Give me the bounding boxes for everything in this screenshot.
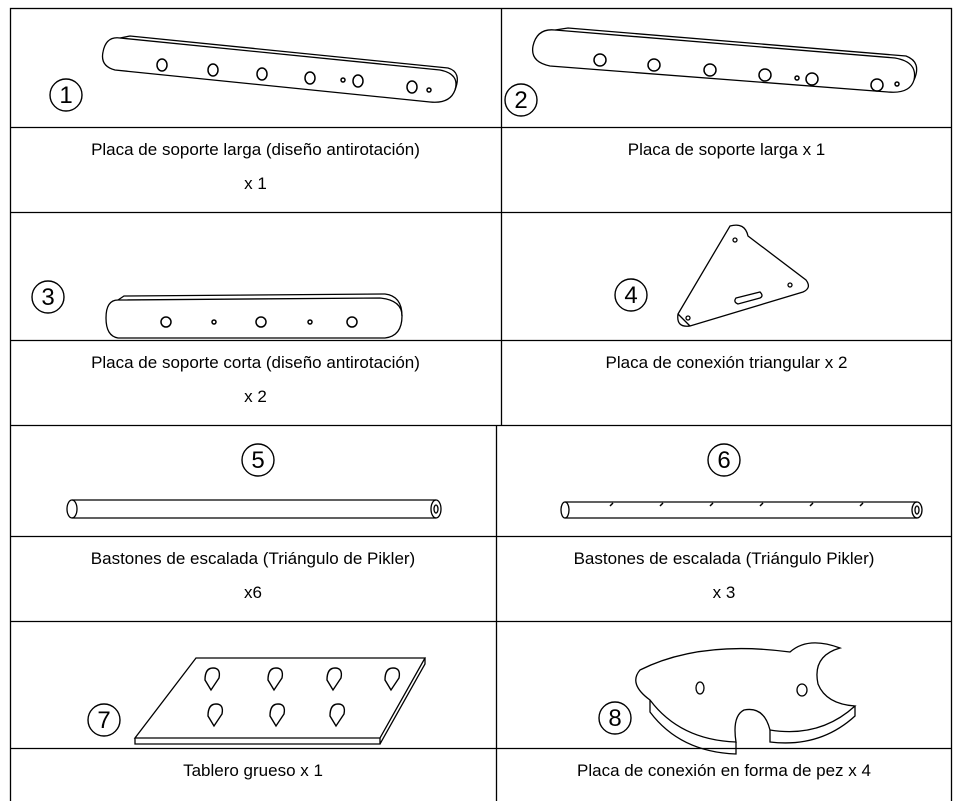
item-caption: Tablero grueso x 1 [10,754,496,788]
caption-line: Placa de conexión en forma de pez x 4 [577,761,871,780]
badge-circle [241,443,275,477]
item-caption: Placa de soporte corta (diseño antirotac… [10,346,501,414]
part-drawing [635,642,857,755]
part-drawing [677,224,810,327]
part-drawing [101,35,458,103]
item-number-badge: 2 [504,83,538,117]
part-drawing [105,293,403,339]
caption-line: Bastones de escalada (Triángulo de Pikle… [90,549,416,568]
caption-line: x 1 [244,174,267,193]
item-number-badge: 3 [31,280,65,314]
part-drawing [531,27,918,93]
part-drawing [66,499,442,519]
item-number-badge: 8 [598,701,632,735]
caption-line: Placa de conexión triangular x 2 [605,353,848,372]
badge-circle [707,443,741,477]
badge-circle [31,280,65,314]
caption-line: x6 [244,583,262,602]
caption-line: Tablero grueso x 1 [183,761,323,780]
item-caption: Placa de conexión en forma de pez x 4 [496,754,952,788]
badge-circle [598,701,632,735]
badge-circle [504,83,538,117]
caption-line: x 2 [244,387,267,406]
item-number-badge: 4 [614,278,648,312]
part-drawing [560,501,923,519]
item-caption: Bastones de escalada (Triángulo de Pikle… [10,542,496,610]
item-caption: Placa de soporte larga x 1 [501,133,952,167]
caption-line: Bastones de escalada (Triángulo Pikler) [573,549,875,568]
item-caption: Placa de conexión triangular x 2 [501,346,952,380]
badge-circle [49,78,83,112]
item-number: 5 [251,447,264,474]
part-drawing [133,657,427,745]
caption-line: Placa de soporte larga x 1 [627,140,826,159]
caption-line: Placa de soporte corta (diseño antirotac… [91,353,420,372]
item-number-badge: 7 [87,703,121,737]
item-caption: Placa de soporte larga (diseño antirotac… [10,133,501,201]
badge-circle [87,703,121,737]
badge-circle [614,278,648,312]
item-number-badge: 6 [707,443,741,477]
item-number: 6 [717,447,730,474]
caption-line: x 3 [712,583,736,602]
caption-line: Placa de soporte larga (diseño antirotac… [91,140,420,159]
item-number-badge: 5 [241,443,275,477]
item-number: 4 [624,282,637,309]
item-caption: Bastones de escalada (Triángulo Pikler) x… [496,542,952,610]
item-number: 3 [41,284,54,311]
item-number-badge: 1 [49,78,83,112]
item-number: 7 [97,707,110,734]
item-number: 2 [514,87,527,114]
item-number: 8 [608,705,621,732]
item-number: 1 [59,82,72,109]
